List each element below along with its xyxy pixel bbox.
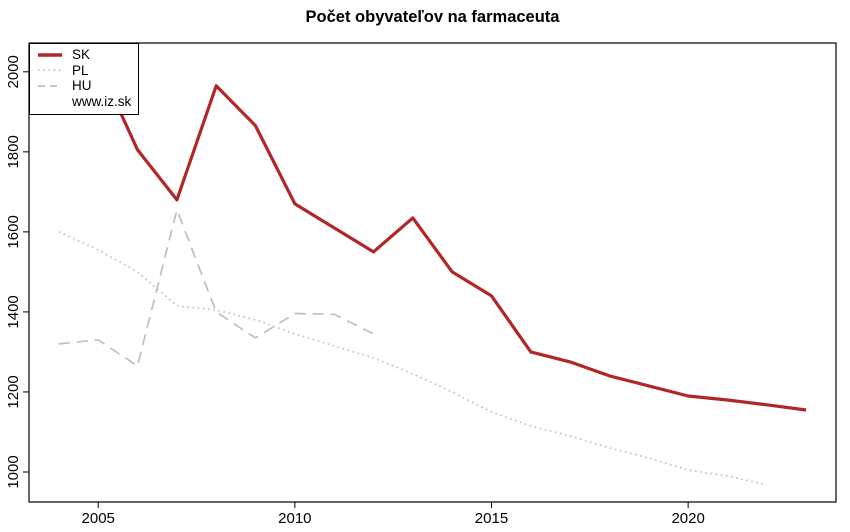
legend-label-hu: HU xyxy=(72,78,92,94)
empty-sample-spacer xyxy=(37,98,63,106)
sk-solid-line-icon xyxy=(38,53,62,57)
y-tick-label-1600: 1600 xyxy=(5,215,22,248)
series-line-hu xyxy=(58,209,374,367)
y-tick-label-1200: 1200 xyxy=(5,375,22,408)
y-tick-label-1000: 1000 xyxy=(5,455,22,488)
legend-item-website: www.iz.sk xyxy=(37,94,138,110)
x-tick-label-2005: 2005 xyxy=(82,510,115,527)
legend-item-pl: PL xyxy=(37,63,138,79)
series-line-pl xyxy=(58,231,767,486)
legend-label-website: www.iz.sk xyxy=(72,93,132,109)
legend: SK PL HU www.iz.sk xyxy=(29,43,139,115)
series-line-sk xyxy=(96,63,807,412)
legend-label-pl: PL xyxy=(72,62,89,78)
x-tick-label-2020: 2020 xyxy=(671,510,704,527)
x-tick-label-2010: 2010 xyxy=(278,510,311,527)
y-tick-label-1400: 1400 xyxy=(5,295,22,328)
pl-dotted-line-icon xyxy=(38,69,62,72)
legend-label-sk: SK xyxy=(72,47,91,63)
y-tick-label-1800: 1800 xyxy=(5,135,22,168)
y-tick-label-2000: 2000 xyxy=(5,55,22,88)
chart-title: Počet obyvateľov na farmaceuta xyxy=(305,8,560,26)
plot-box xyxy=(28,42,837,503)
legend-item-hu: HU xyxy=(37,78,138,94)
hu-dashed-line-icon xyxy=(38,85,62,87)
legend-item-sk: SK xyxy=(37,47,138,63)
x-tick-label-2015: 2015 xyxy=(475,510,508,527)
